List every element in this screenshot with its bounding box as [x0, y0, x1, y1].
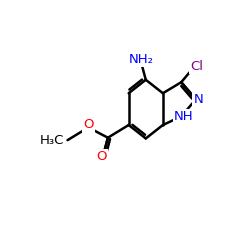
Text: N: N: [194, 93, 203, 106]
Text: NH₂: NH₂: [128, 53, 154, 66]
Text: NH: NH: [174, 110, 194, 123]
Text: O: O: [83, 118, 94, 132]
Text: O: O: [96, 150, 107, 163]
Text: Cl: Cl: [190, 60, 203, 73]
Text: H₃C: H₃C: [40, 134, 64, 147]
